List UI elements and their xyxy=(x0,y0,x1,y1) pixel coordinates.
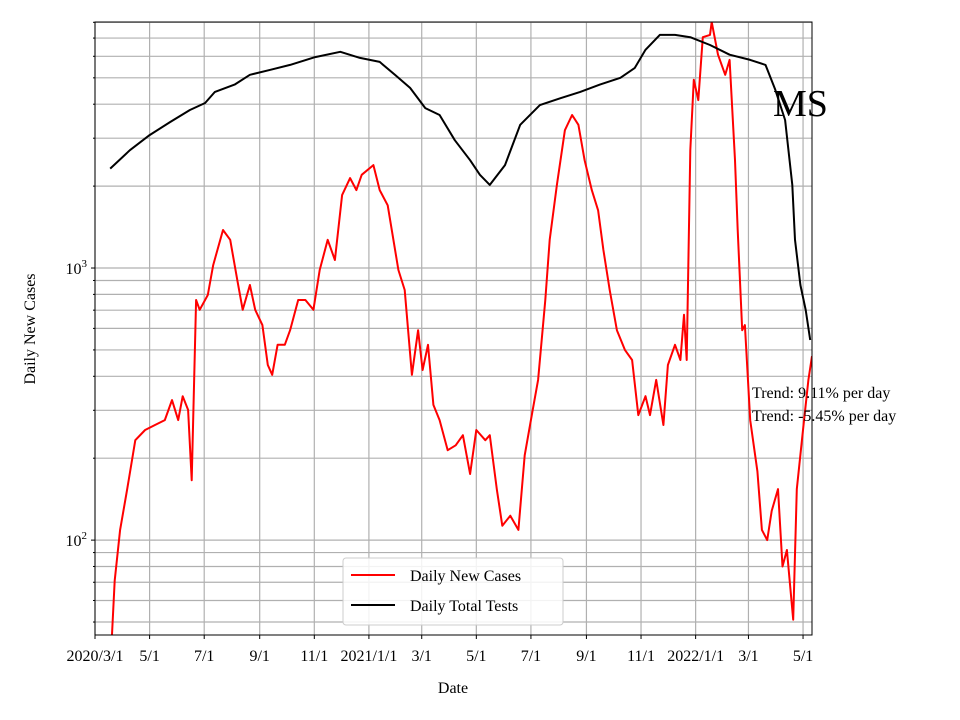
y-tick-label: 102 xyxy=(66,530,88,550)
x-tick-label: 3/1 xyxy=(411,648,431,665)
state-annotation: MS xyxy=(773,83,828,125)
x-axis: 2020/3/1 5/1 7/1 9/1 11/1 2021/1/1 3/1 5/1 7/1 9/… xyxy=(67,635,813,665)
grid-lines xyxy=(94,21,812,635)
x-tick-label: 7/1 xyxy=(521,648,541,665)
legend-box xyxy=(342,557,564,626)
x-tick-label: 2021/1/1 xyxy=(340,648,397,665)
x-tick-label: 9/1 xyxy=(576,648,596,665)
x-tick-label: 3/1 xyxy=(738,648,758,665)
legend: Daily New Cases Daily Total Tests xyxy=(342,557,564,626)
legend-label-cases: Daily New Cases xyxy=(410,568,521,585)
y-tick-label: 103 xyxy=(66,258,88,278)
legend-label-tests: Daily Total Tests xyxy=(410,598,518,615)
x-axis-label: Date xyxy=(438,680,468,697)
trend-annotation-cases: Trend: 9.11% per day xyxy=(752,385,890,402)
series-lines xyxy=(109,22,812,635)
x-tick-label: 7/1 xyxy=(194,648,214,665)
x-tick-label: 5/1 xyxy=(793,648,813,665)
x-tick-label: 2022/1/1 xyxy=(667,648,724,665)
x-tick-label: 11/1 xyxy=(300,648,328,665)
y-axis: 102 103 xyxy=(66,21,95,623)
x-tick-label: 5/1 xyxy=(466,648,486,665)
trend-annotation-tests: Trend: -5.45% per day xyxy=(752,408,896,425)
x-tick-label: 5/1 xyxy=(139,648,159,665)
x-tick-label: 11/1 xyxy=(627,648,655,665)
series-line-daily-new-cases xyxy=(111,22,812,635)
x-tick-label: 9/1 xyxy=(249,648,269,665)
y-axis-label: Daily New Cases xyxy=(22,273,39,384)
series-line-daily-total-tests xyxy=(109,33,812,341)
x-tick-label: 2020/3/1 xyxy=(67,648,124,665)
